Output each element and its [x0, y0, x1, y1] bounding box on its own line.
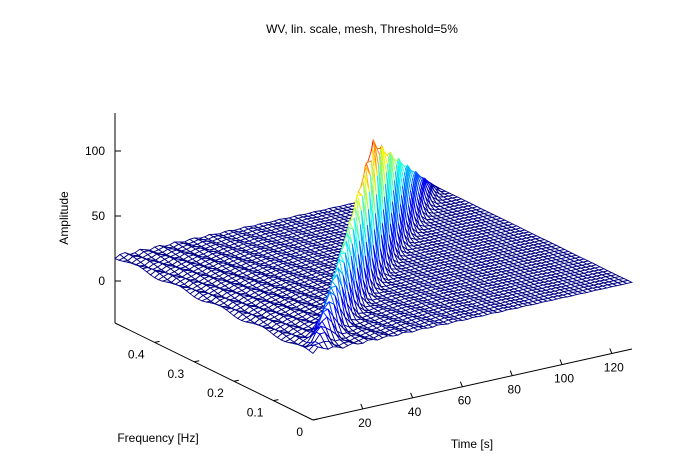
- y-tick-label: 0.3: [168, 367, 185, 381]
- y-tick-mark: [154, 340, 160, 343]
- x-tick-mark: [559, 359, 563, 365]
- x-tick-label: 40: [408, 405, 422, 419]
- y-tick-mark: [194, 360, 200, 363]
- x-tick-mark: [410, 392, 414, 398]
- x-tick-mark: [509, 370, 513, 376]
- surface-mesh: [114, 139, 634, 355]
- x-tick-mark: [459, 381, 463, 387]
- y-tick-label: 0.4: [128, 347, 145, 361]
- z-tick-label: 100: [85, 144, 105, 158]
- x-tick-label: 120: [604, 360, 624, 374]
- y-axis-label: Frequency [Hz]: [117, 431, 198, 445]
- z-axis-label: Amplitude: [57, 191, 71, 245]
- y-tick-mark: [273, 399, 279, 402]
- tick-group: 0 50 100 0 0.1 0.2 0.3 0.4 20 40 60 80 100 120: [85, 144, 624, 439]
- x-axis-label: Time [s]: [451, 437, 493, 451]
- y-axis-line: [114, 322, 314, 421]
- y-tick-label: 0: [296, 425, 303, 439]
- z-tick-label: 0: [98, 274, 105, 288]
- y-tick-label: 0.1: [247, 406, 264, 420]
- x-tick-label: 60: [458, 394, 472, 408]
- x-tick-mark: [360, 403, 364, 410]
- z-tick-label: 50: [92, 209, 106, 223]
- y-tick-label: 0.2: [207, 386, 224, 400]
- x-axis-line: [312, 348, 633, 421]
- chart-title: WV, lin. scale, mesh, Threshold=5%: [266, 22, 458, 36]
- x-tick-label: 100: [554, 372, 574, 386]
- mesh-cell: [621, 279, 634, 284]
- axes-group: [114, 113, 633, 421]
- y-tick-mark: [233, 379, 239, 382]
- x-tick-mark: [609, 348, 613, 354]
- y-tick-mark: [312, 418, 319, 421]
- x-tick-label: 80: [508, 383, 522, 397]
- x-tick-label: 20: [358, 416, 372, 430]
